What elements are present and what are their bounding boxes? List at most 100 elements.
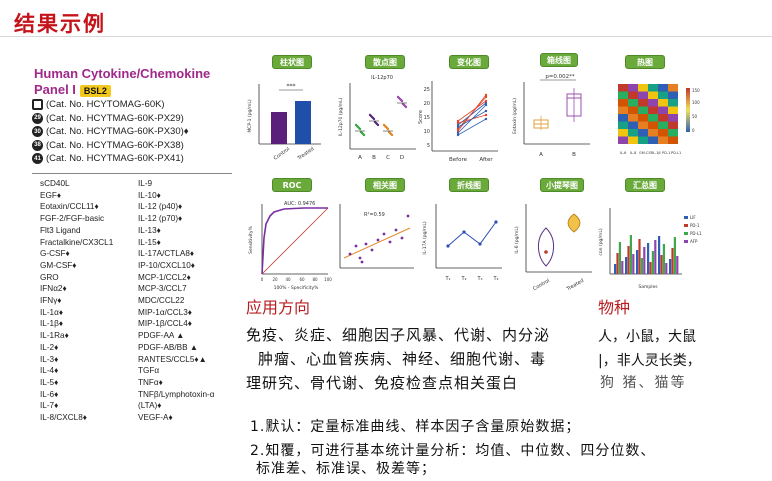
svg-text:20: 20 — [272, 277, 278, 282]
summary-bar — [618, 242, 621, 274]
violin-control — [538, 227, 554, 267]
catalog-text: (Cat. No. HCYTMAG-60K-PX41) — [46, 153, 184, 165]
svg-text:AFP: AFP — [690, 239, 698, 244]
panel-title-line2: Panel I — [34, 82, 76, 97]
analyte-item: IL-1α♦ — [40, 307, 64, 317]
catalog-item: 30 (Cat. No. HCYTMAG-60K-PX30)♦ — [32, 125, 232, 139]
analyte-item: IL-12 (p40)♦ — [138, 202, 183, 212]
correlation-point — [406, 214, 410, 218]
change-chart-label: 变化图 — [449, 55, 489, 69]
roc-curve — [261, 207, 328, 275]
line-ylabel: IL-17A (pg/mL) — [422, 221, 428, 254]
box-ylabel: Eotaxin (pg/mL) — [512, 98, 518, 134]
svg-text:60: 60 — [299, 277, 305, 282]
summary-bar — [636, 250, 639, 274]
analyte-item: MCP-3/CCL7 — [138, 284, 187, 294]
heatmap-cell — [648, 121, 658, 129]
catalog-number-icon: 30 — [32, 126, 43, 138]
heatmap-cell — [628, 129, 638, 137]
catalog-number-icon: 38 — [32, 139, 43, 151]
heatmap-cell — [648, 136, 658, 144]
analyte-item: IL-6♦ — [40, 389, 59, 399]
correlation-point — [376, 238, 380, 242]
panel-title: Human Cytokine/Chemokine Panel I BSL2 — [34, 66, 210, 98]
scatter-point — [386, 127, 390, 131]
heatmap-cell — [638, 99, 648, 107]
summary-bar — [640, 258, 643, 274]
page-title: 结果示例 — [14, 12, 106, 36]
heatmap-cell — [628, 84, 638, 92]
summary-chart-label: 汇总图 — [625, 178, 665, 192]
summary-ylabel: con (pg/mL) — [598, 228, 604, 255]
heatmap-cell — [638, 136, 648, 144]
svg-text:5: 5 — [427, 143, 430, 149]
svg-text:40: 40 — [285, 277, 291, 282]
change-point — [484, 103, 488, 107]
note-line3: 标准差、标准误、极差等； — [256, 461, 436, 477]
scatter-point — [390, 133, 394, 137]
analyte-item: IL-15♦ — [138, 237, 161, 247]
species-line1: 人，小鼠，大鼠 — [598, 329, 696, 345]
heatmap-scale-50: 50 — [692, 114, 698, 119]
species-line2: |，非人灵长类， — [598, 353, 701, 369]
heatmap-cell — [628, 114, 638, 122]
analyte-item: Fractalkine/CX3CL1 — [40, 237, 114, 247]
analyte-item: IFNγ♦ — [40, 296, 62, 306]
species-heading: 物种 — [598, 298, 631, 317]
heatmap-x: PD-L1 — [671, 151, 681, 155]
summary-bar — [629, 235, 632, 274]
analyte-item: IL-10♦ — [138, 190, 161, 200]
analyte-item: IL-7♦ — [40, 401, 59, 411]
change-point — [456, 131, 460, 135]
summary-bar — [614, 264, 617, 274]
analyte-item: PDGF-AA ▲ — [138, 331, 185, 341]
heatmap-cell — [628, 136, 638, 144]
heatmap-cell — [618, 121, 628, 129]
correlation-point — [360, 260, 364, 264]
analyte-item: MIP-1β/CCL4♦ — [138, 319, 192, 329]
heatmap-cell — [628, 91, 638, 99]
scatter-chart-label: 散点图 — [365, 55, 405, 69]
svg-text:PD-1: PD-1 — [690, 223, 700, 228]
heatmap-cell — [658, 91, 668, 99]
scatter-chart: IL-12p70 IL-12p70 (pg/mL) A B C D — [338, 75, 416, 161]
bar-chart: *** MCP-1 (pg/mL) Control Treated — [247, 83, 321, 162]
change-point — [484, 101, 488, 105]
change-point — [456, 119, 460, 123]
scatter-point — [372, 117, 376, 121]
change-x1: Before — [449, 157, 468, 163]
analyte-item: Eotaxin/CCL11♦ — [40, 202, 99, 212]
correlation-fit-line — [343, 227, 411, 259]
change-point — [456, 123, 460, 127]
bsl-badge: BSL2 — [79, 84, 111, 97]
heatmap-cell — [618, 114, 628, 122]
heatmap-cell — [618, 91, 628, 99]
line-chart: IL-17A (pg/mL) T₁ T₂ T₃ T₄ — [422, 204, 502, 282]
summary-bar — [654, 240, 657, 274]
change-point — [484, 109, 488, 113]
summary-xlabel: Samples — [638, 284, 658, 290]
change-point — [484, 117, 488, 121]
heatmap-cell — [658, 99, 668, 107]
violin-chart: IL-6 (pg/mL) Control Treated — [514, 204, 592, 292]
analyte-item: IL-2♦ — [40, 342, 59, 352]
violin-ylabel: IL-6 (pg/mL) — [514, 226, 520, 254]
analyte-item: MIP-1α/CCL3♦ — [138, 307, 192, 317]
catalog-item: 38 (Cat. No. HCYTMAG-60K-PX38) — [32, 139, 232, 153]
svg-text:0: 0 — [261, 277, 264, 282]
summary-bar — [671, 248, 674, 274]
line-point — [462, 230, 466, 234]
heatmap-cell — [668, 129, 678, 137]
heatmap-cell — [628, 99, 638, 107]
analyte-item: GM-CSF♦ — [40, 260, 77, 270]
line-chart-label: 折线图 — [449, 178, 489, 192]
correlation-point — [364, 242, 368, 246]
correlation-point — [358, 256, 362, 260]
analyte-item: MCP-1/CCL2♦ — [138, 272, 191, 282]
heatmap-cell — [668, 114, 678, 122]
analyte-item: IL-3♦ — [40, 354, 59, 364]
scatter-x-a: A — [358, 155, 362, 161]
heatmap-cell — [648, 99, 658, 107]
roc-auc: AUC: 0.9476 — [284, 201, 315, 207]
analyte-item: TNFβ/Lymphotoxin-α (LTA)♦ — [138, 389, 215, 411]
